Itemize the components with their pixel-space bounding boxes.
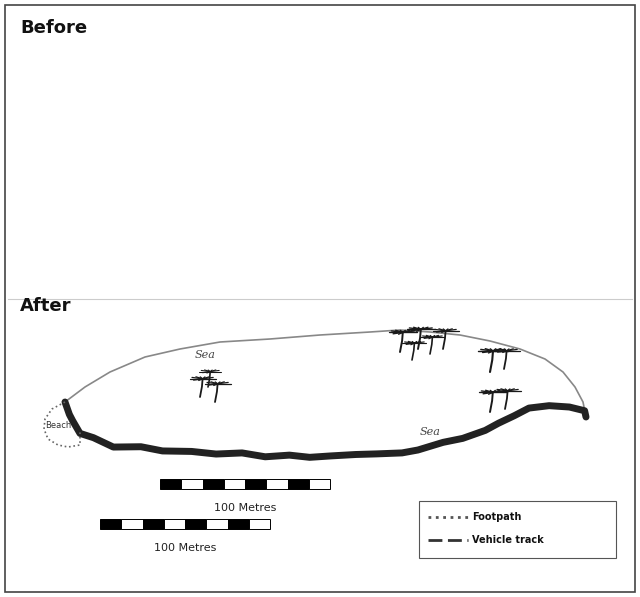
Polygon shape — [65, 330, 586, 457]
Bar — [287, 479, 308, 489]
FancyBboxPatch shape — [419, 501, 616, 558]
Bar — [100, 519, 121, 529]
Text: Before: Before — [20, 19, 87, 37]
Bar — [185, 519, 206, 529]
Bar — [249, 519, 270, 529]
Text: Sea: Sea — [420, 427, 440, 437]
Bar — [206, 519, 227, 529]
Bar — [308, 479, 330, 489]
Text: Vehicle track: Vehicle track — [472, 535, 544, 545]
Bar — [181, 479, 202, 489]
Text: Beach: Beach — [45, 420, 71, 429]
Bar — [160, 479, 181, 489]
Bar — [143, 519, 164, 529]
Text: 100 Metres: 100 Metres — [154, 543, 216, 553]
Bar — [245, 479, 266, 489]
Bar — [224, 479, 245, 489]
Bar — [227, 519, 249, 529]
Bar — [164, 519, 185, 529]
Text: Sea: Sea — [195, 350, 216, 360]
Bar — [202, 479, 224, 489]
Bar — [266, 479, 287, 489]
Text: Footpath: Footpath — [472, 512, 522, 522]
Text: After: After — [20, 297, 72, 315]
Bar — [121, 519, 143, 529]
Text: 100 Metres: 100 Metres — [214, 503, 276, 513]
